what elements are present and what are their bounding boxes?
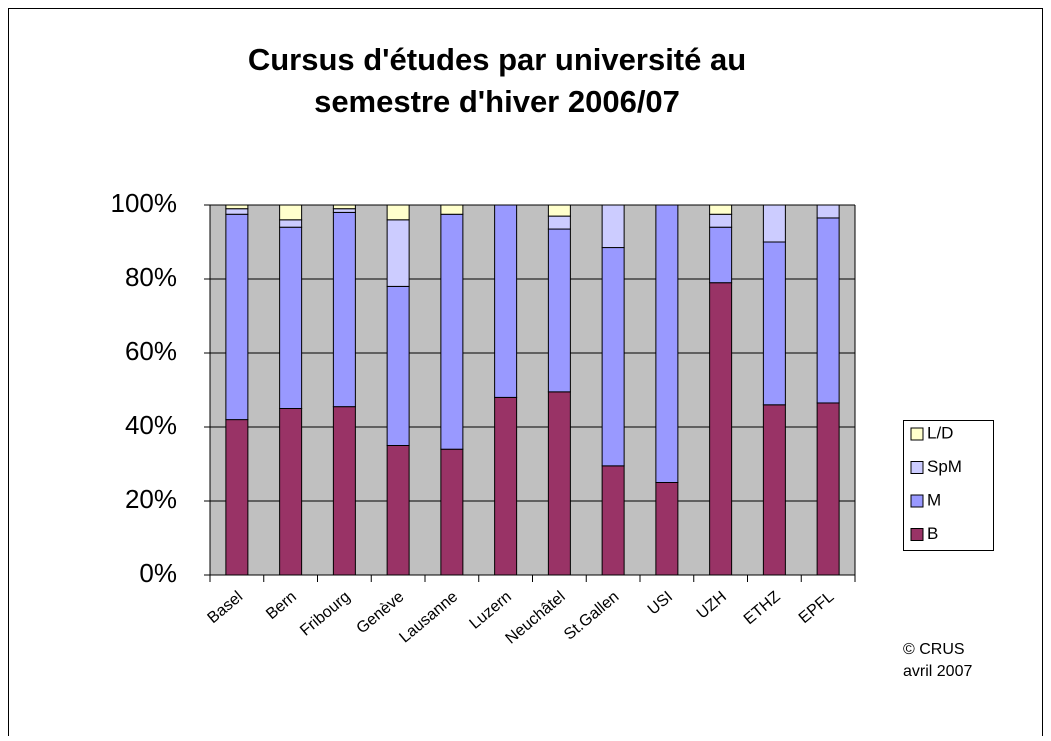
bar-segment <box>762 241 786 406</box>
bar-segment <box>279 219 303 228</box>
bar-segment <box>547 204 571 217</box>
bar-segment <box>225 208 249 215</box>
bar-segment <box>386 285 410 446</box>
bar-segment <box>601 465 625 576</box>
y-tick-label: 20% <box>125 484 177 514</box>
bar-segment <box>332 406 356 576</box>
bar-segment <box>601 247 625 467</box>
y-tick-label: 100% <box>111 188 178 218</box>
annotation: avril 2007 <box>903 663 972 680</box>
bar-segment <box>762 404 786 576</box>
bar-segment <box>816 402 840 576</box>
bar-segment <box>386 445 410 576</box>
bar-segment <box>279 204 303 221</box>
y-tick-label: 60% <box>125 336 177 366</box>
legend-label: B <box>927 524 938 543</box>
bar-segment <box>225 204 249 210</box>
legend-label: L/D <box>927 423 953 442</box>
bar-segment <box>225 213 249 421</box>
legend-swatch <box>910 461 924 474</box>
bar-segment <box>440 213 464 450</box>
bar-segment <box>279 408 303 576</box>
legend-swatch <box>910 494 924 508</box>
legend-label: M <box>927 490 941 509</box>
bar-segment <box>709 282 733 576</box>
bar-segment <box>547 228 571 393</box>
chart-title: semestre d'hiver 2006/07 <box>314 84 680 119</box>
bar-segment <box>332 211 356 408</box>
bar-segment <box>709 204 733 215</box>
bar-segment <box>655 204 679 483</box>
bar-segment <box>386 219 410 287</box>
bar-segment <box>332 208 356 213</box>
bar-segment <box>762 204 786 243</box>
bar-segment <box>386 204 410 221</box>
bar-segment <box>279 226 303 409</box>
bar-segment <box>709 213 733 228</box>
bar-segment <box>655 482 679 576</box>
chart-title: Cursus d'études par université au <box>248 42 746 77</box>
bar-segment <box>440 448 464 576</box>
bar-segment <box>601 204 625 249</box>
bar-segment <box>332 204 356 210</box>
bar-segment <box>494 204 518 398</box>
y-tick-label: 40% <box>125 410 177 440</box>
bar-segment <box>440 204 464 215</box>
bar-segment <box>547 215 571 230</box>
legend-label: SpM <box>927 457 962 476</box>
bar-segment <box>816 217 840 404</box>
bar-segment <box>547 391 571 576</box>
legend-swatch <box>910 427 924 441</box>
legend-swatch <box>910 528 924 541</box>
bar-segment <box>225 419 249 576</box>
y-tick-label: 80% <box>125 262 177 292</box>
annotation: © CRUS <box>903 641 965 658</box>
bar-segment <box>494 396 518 576</box>
bar-segment <box>709 226 733 284</box>
y-tick-label: 0% <box>139 558 177 588</box>
plot-area <box>210 205 855 575</box>
bar-segment <box>816 204 840 219</box>
